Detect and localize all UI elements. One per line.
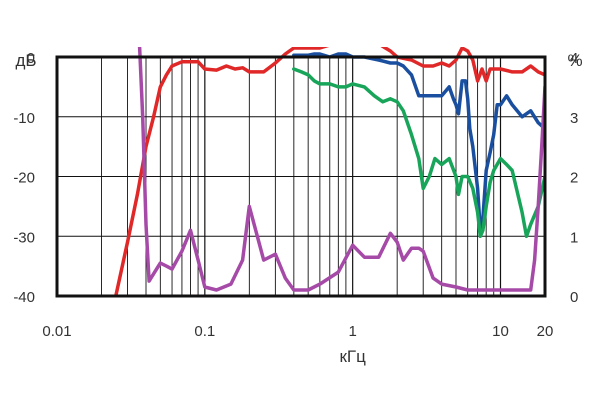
- y2-tick-label: 2: [570, 170, 578, 187]
- series-line-2: [292, 52, 545, 233]
- y2-axis-title: %: [567, 51, 582, 70]
- y-tick-label: 0: [27, 50, 35, 67]
- y2-tick-label: 3: [570, 110, 578, 127]
- series-line-3: [292, 67, 545, 239]
- x-tick-label: 20: [537, 323, 554, 340]
- x-axis-title: кГц: [339, 347, 366, 366]
- y-axis-title: дБ: [15, 51, 36, 70]
- grid: [56, 56, 546, 297]
- series-group: [114, 47, 545, 296]
- x-tick-label: 1: [348, 323, 356, 340]
- x-tick-label: 0.1: [194, 323, 215, 340]
- x-tick-label: 10: [492, 323, 509, 340]
- series-line-1: [114, 47, 545, 296]
- series-line-4: [137, 47, 545, 292]
- y-tick-label: -30: [13, 229, 35, 246]
- y2-tick-label: 1: [570, 229, 578, 246]
- y-tick-label: -40: [13, 289, 35, 306]
- x-tick-label: 0.01: [42, 323, 71, 340]
- y-tick-label: -20: [13, 170, 35, 187]
- plot-frame: [55, 55, 547, 298]
- y2-tick-label: 0: [570, 289, 578, 306]
- y-tick-label: -10: [13, 110, 35, 127]
- y2-tick-label: 4: [570, 50, 578, 67]
